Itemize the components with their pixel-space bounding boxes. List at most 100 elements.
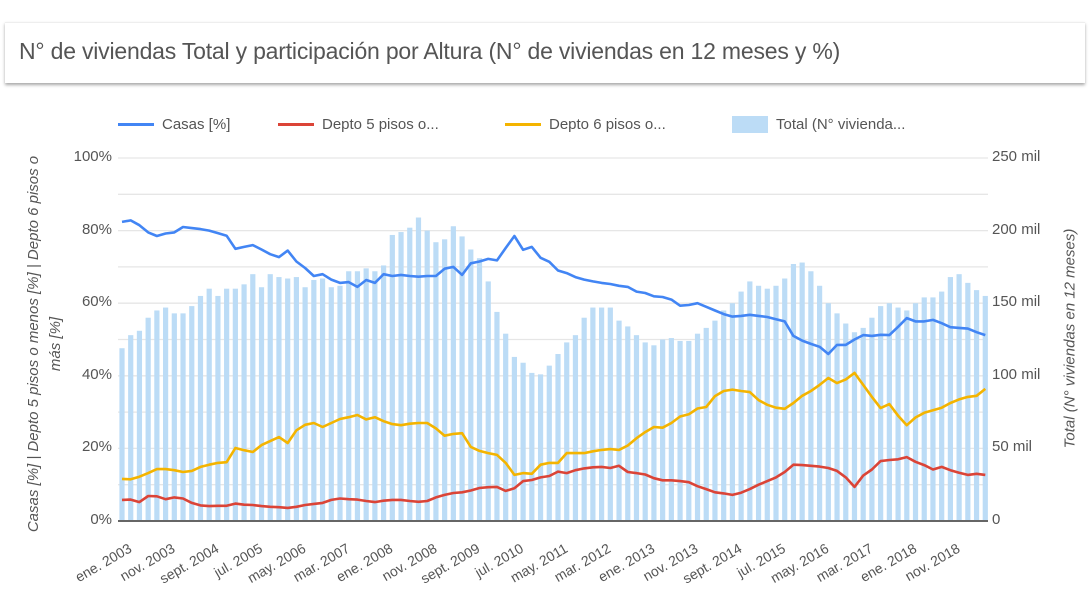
legend: Casas [%] Depto 5 pisos o... Depto 6 pis…: [0, 116, 1091, 138]
legend-label: Total (N° vivienda...: [776, 116, 906, 133]
bar-total: [851, 332, 858, 521]
bar-total: [215, 295, 221, 521]
chart-title: N° de viviendas Total y participación po…: [19, 38, 841, 64]
legend-item-casas[interactable]: Casas [%]: [118, 116, 230, 133]
bar-total: [232, 288, 238, 521]
legend-swatch-depto5: [278, 123, 314, 126]
y-tick-right: 100 mil: [992, 365, 1041, 383]
bar-total: [555, 354, 561, 521]
bar-total: [180, 313, 186, 521]
legend-item-depto6[interactable]: Depto 6 pisos o...: [505, 116, 666, 133]
legend-label: Depto 5 pisos o...: [322, 116, 439, 133]
bar-total: [625, 326, 631, 521]
bar-total: [703, 327, 709, 521]
bar-total: [529, 372, 535, 521]
legend-swatch-casas: [118, 123, 154, 126]
bar-total: [171, 313, 177, 521]
bar-total: [886, 303, 892, 521]
bar-total: [590, 307, 596, 521]
bar-total: [337, 285, 343, 521]
bar-total: [468, 249, 474, 521]
legend-swatch-depto6: [505, 123, 541, 126]
legend-item-depto5[interactable]: Depto 5 pisos o...: [278, 116, 439, 133]
y-tick-right: 0: [992, 511, 1001, 528]
bar-total: [476, 258, 483, 521]
bar-total: [363, 268, 369, 521]
bar-total: [206, 288, 212, 521]
bar-total: [912, 303, 919, 521]
bar-total: [668, 338, 674, 521]
bar-total: [799, 262, 805, 521]
bar-total: [189, 306, 195, 521]
y-tick-left: 40%: [81, 365, 112, 383]
bar-total: [747, 281, 753, 521]
bar-total: [163, 307, 169, 521]
y-tick-right: 200 mil: [992, 220, 1041, 238]
bar-total: [328, 287, 334, 521]
bar-total: [581, 317, 587, 521]
bar-total: [485, 281, 491, 521]
bar-total: [381, 265, 387, 521]
bar-total: [346, 271, 352, 521]
bar-total: [293, 277, 299, 521]
bar-total: [973, 290, 980, 521]
bar-total: [633, 335, 640, 521]
bar-total: [790, 263, 797, 521]
bar-total: [686, 340, 692, 521]
bar-total: [817, 285, 823, 521]
bar-total: [546, 365, 552, 521]
bar-total: [285, 278, 291, 521]
bar-total: [450, 226, 456, 521]
bar-total: [197, 295, 204, 521]
bar-total: [372, 271, 378, 521]
bar-total: [250, 274, 256, 521]
bar-total: [442, 239, 448, 521]
bar-total: [258, 287, 265, 521]
bar-total: [843, 323, 849, 521]
bar-total: [694, 333, 701, 521]
bar-total: [808, 271, 814, 521]
bar-total: [407, 227, 413, 522]
bar-total: [616, 320, 622, 521]
bar-total: [729, 303, 735, 521]
y-tick-left: 60%: [81, 293, 112, 311]
bar-total: [537, 374, 544, 521]
bar-total: [128, 335, 134, 521]
legend-swatch-total: [732, 116, 768, 133]
y-tick-right: 150 mil: [992, 293, 1041, 311]
bar-total: [424, 230, 430, 521]
y-tick-right: 50 mil: [992, 438, 1033, 456]
bar-total: [825, 303, 831, 521]
bar-total: [503, 333, 509, 521]
bar-total: [738, 291, 744, 521]
y-tick-right: 250 mil: [992, 148, 1041, 165]
bar-total: [241, 284, 247, 521]
line-series-depto5: [121, 455, 986, 510]
legend-label: Casas [%]: [162, 116, 231, 133]
line-series-depto6: [121, 371, 987, 481]
bar-total: [956, 274, 962, 521]
bar-total: [947, 277, 953, 521]
bar-total: [119, 348, 125, 521]
bar-total: [433, 242, 439, 521]
bar-total: [921, 297, 927, 521]
bar-total: [511, 356, 517, 521]
bar-total: [154, 310, 160, 521]
bar-total: [311, 279, 317, 521]
bar-total: [572, 335, 579, 521]
bar-total: [904, 310, 910, 521]
bar-total: [869, 317, 875, 521]
bar-total: [319, 278, 326, 521]
bar-total: [302, 287, 308, 521]
bar-total: [834, 313, 840, 521]
bar-total: [599, 307, 605, 521]
bar-total: [354, 271, 361, 521]
bar-total: [224, 288, 230, 521]
bar-total: [398, 232, 404, 521]
y-tick-left: 100%: [73, 148, 112, 165]
y-tick-left: 0%: [90, 511, 112, 528]
bar-total: [564, 342, 570, 521]
line-series-casas: [121, 219, 986, 356]
legend-item-total[interactable]: Total (N° vivienda...: [732, 116, 905, 133]
bar-total: [677, 340, 683, 521]
